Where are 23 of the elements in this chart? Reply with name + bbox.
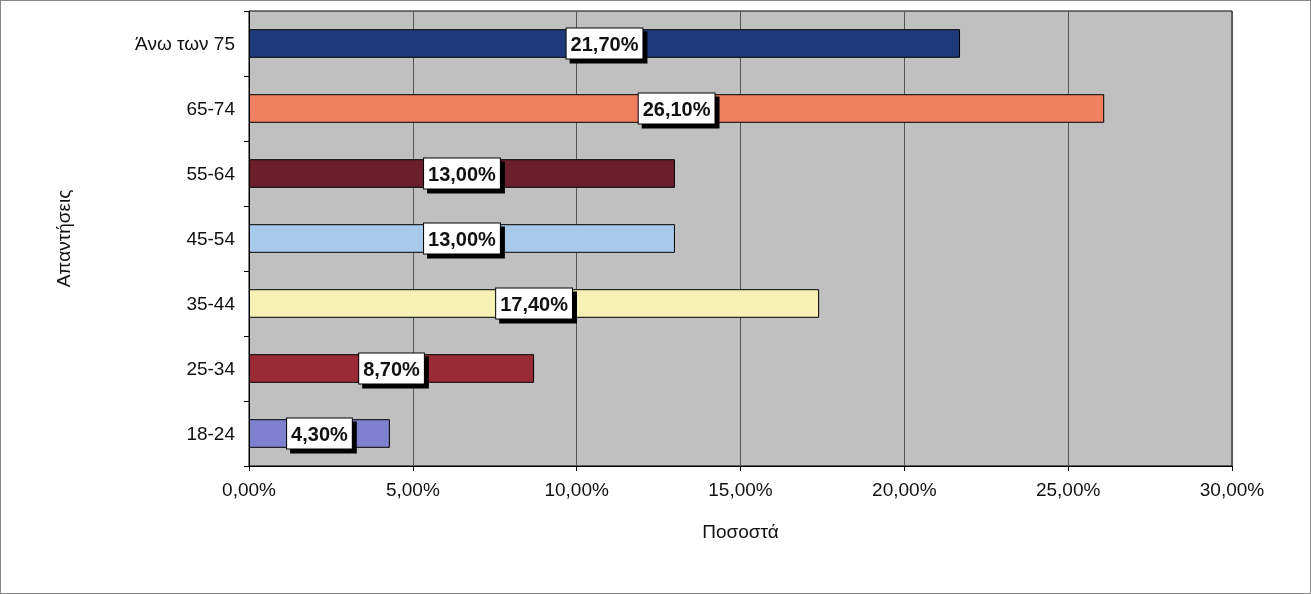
data-label: 26,10%	[642, 97, 711, 120]
y-tick-label: 18-24	[186, 423, 236, 444]
y-tick-label: Άνω των 75	[135, 33, 235, 54]
y-tick-label: 65-74	[186, 98, 236, 119]
y-axis-title: Απαντήσεις	[53, 189, 74, 288]
data-label: 17,40%	[500, 292, 569, 315]
y-tick-label: 55-64	[186, 163, 236, 184]
data-label: 4,30%	[291, 422, 349, 445]
x-tick-label: 5,00%	[385, 479, 440, 500]
x-tick-label: 0,00%	[222, 479, 277, 500]
data-label: 8,70%	[363, 357, 421, 380]
x-tick-label: 30,00%	[1199, 479, 1265, 500]
x-tick-label: 20,00%	[872, 479, 937, 500]
data-label: 13,00%	[428, 227, 497, 250]
x-tick-label: 15,00%	[708, 479, 773, 500]
data-label: 21,70%	[570, 32, 639, 55]
y-tick-label: 35-44	[186, 293, 236, 314]
x-tick-label: 10,00%	[544, 479, 609, 500]
y-tick-label: 45-54	[186, 228, 236, 249]
x-tick-label: 25,00%	[1035, 479, 1101, 500]
x-axis-title: Ποσοστά	[702, 521, 779, 542]
data-label: 13,00%	[428, 162, 497, 185]
y-tick-label: 25-34	[186, 358, 236, 379]
